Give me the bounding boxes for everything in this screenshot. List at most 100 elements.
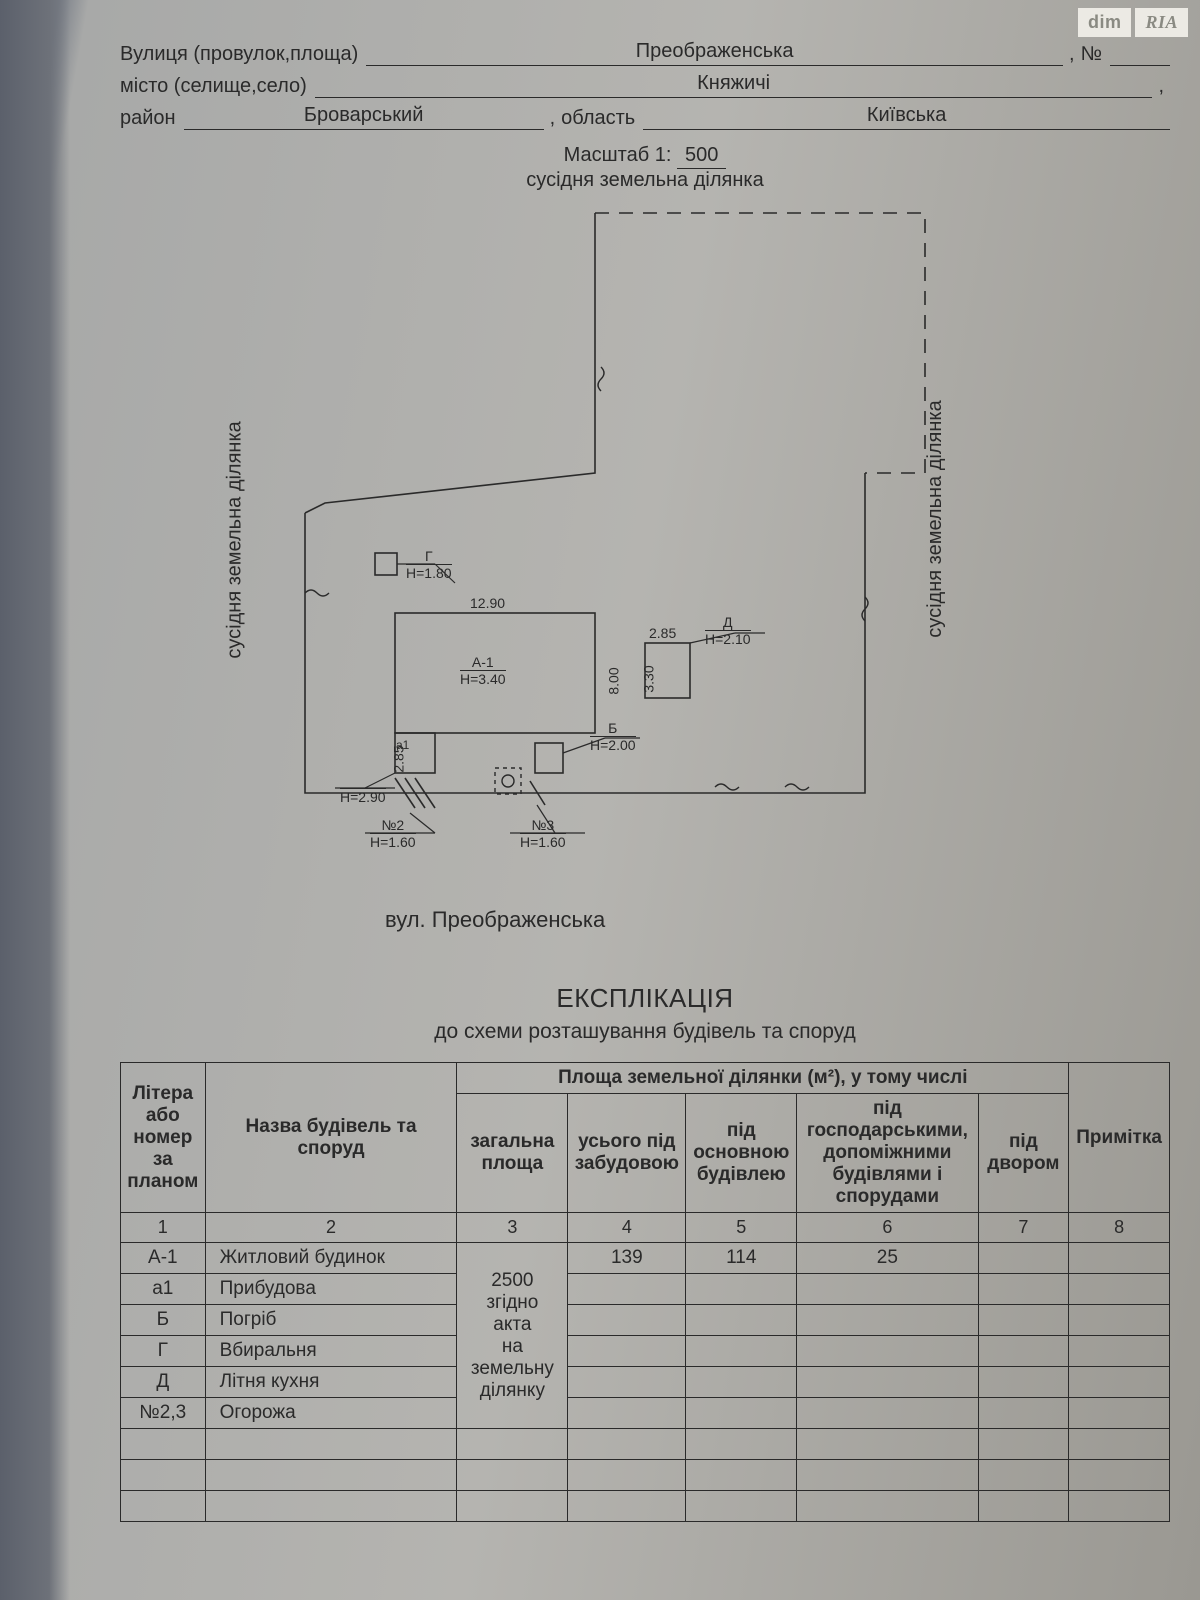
cell-name: Погріб — [205, 1305, 457, 1336]
scale-label: Масштаб 1: — [564, 144, 672, 166]
cell-blank — [205, 1491, 457, 1522]
cell-value — [978, 1305, 1069, 1336]
cell-blank — [568, 1429, 686, 1460]
cell-value — [568, 1398, 686, 1429]
cell-letter: №2,3 — [121, 1398, 206, 1429]
cell-letter: Г — [121, 1336, 206, 1367]
street-value: Преображенська — [366, 40, 1063, 66]
cell-blank — [797, 1429, 978, 1460]
cell-blank — [1069, 1491, 1170, 1522]
cell-value — [568, 1274, 686, 1305]
cell-value — [1069, 1305, 1170, 1336]
table-row-blank — [121, 1460, 1170, 1491]
table-row: №2,3Огорожа — [121, 1398, 1170, 1429]
cell-blank — [686, 1491, 797, 1522]
dim-a1-w: 12.90 — [470, 595, 505, 611]
cell-value — [568, 1336, 686, 1367]
col-note: Примітка — [1069, 1063, 1170, 1213]
dim-d-w: 2.85 — [649, 625, 676, 641]
cell-blank — [686, 1460, 797, 1491]
district-label: район — [120, 107, 176, 130]
col-numbers-row: 1 2 3 4 5 6 7 8 — [121, 1213, 1170, 1243]
fence-breaks — [305, 367, 868, 790]
building-g-rect — [375, 553, 397, 575]
frac-n2: №2Н=1.60 — [370, 818, 416, 850]
header-fields: Вулиця (провулок,площа) Преображенська ,… — [120, 40, 1170, 167]
cell-blank — [797, 1491, 978, 1522]
table-row: ГВбиральня — [121, 1336, 1170, 1367]
neighbor-left: сусідня земельна ділянка — [224, 421, 247, 658]
cell-blank — [797, 1460, 978, 1491]
colnum-4: 4 — [568, 1213, 686, 1243]
cell-blank — [1069, 1460, 1170, 1491]
cell-value — [978, 1336, 1069, 1367]
col-c4: усього під забудовою — [568, 1094, 686, 1213]
cell-letter: а1 — [121, 1274, 206, 1305]
cell-blank — [121, 1460, 206, 1491]
cell-blank — [205, 1460, 457, 1491]
cell-value: 25 — [797, 1243, 978, 1274]
cell-value — [1069, 1336, 1170, 1367]
col-letter: Літера або номер за планом — [121, 1063, 206, 1213]
cell-value — [797, 1274, 978, 1305]
cell-value — [797, 1305, 978, 1336]
cell-value — [978, 1367, 1069, 1398]
colnum-1: 1 — [121, 1213, 206, 1243]
colnum-8: 8 — [1069, 1213, 1170, 1243]
cell-blank — [205, 1429, 457, 1460]
cell-name: Вбиральня — [205, 1336, 457, 1367]
neighbor-right: сусідня земельна ділянка — [924, 400, 947, 637]
letter-a1annex: а1 — [396, 738, 409, 752]
cell-blank — [568, 1460, 686, 1491]
cell-total-area: 2500згідноактаназемельнуділянку — [457, 1243, 568, 1429]
cell-blank — [1069, 1429, 1170, 1460]
cell-blank — [457, 1429, 568, 1460]
street-bottom: вул. Преображенська — [385, 907, 605, 933]
cell-blank — [978, 1460, 1069, 1491]
cell-value: 114 — [686, 1243, 797, 1274]
scale-value: 500 — [677, 144, 726, 169]
cell-value — [568, 1305, 686, 1336]
watermark-ria: RIA — [1135, 8, 1188, 37]
col-c7: під двором — [978, 1094, 1069, 1213]
site-plan: сусідня земельна ділянка сусідня земельн… — [245, 173, 1045, 893]
region-value: Київська — [643, 104, 1170, 130]
building-b-rect — [535, 743, 563, 773]
cell-blank — [121, 1491, 206, 1522]
cell-value — [1069, 1367, 1170, 1398]
cell-blank — [457, 1491, 568, 1522]
colnum-6: 6 — [797, 1213, 978, 1243]
neighbor-top: сусідня земельна ділянка — [526, 169, 763, 192]
dim-d-d: 3.30 — [641, 665, 657, 692]
binding-edge — [0, 0, 70, 1600]
cell-name: Літня кухня — [205, 1367, 457, 1398]
cell-blank — [978, 1491, 1069, 1522]
frac-b: БН=2.00 — [590, 721, 636, 753]
street-label: Вулиця (провулок,площа) — [120, 43, 358, 66]
cell-name: Прибудова — [205, 1274, 457, 1305]
cell-name: Огорожа — [205, 1398, 457, 1429]
explication-subtitle: до схеми розташування будівель та споруд — [120, 1020, 1170, 1044]
boundary-main — [305, 213, 865, 793]
col-name: Назва будівель та споруд — [205, 1063, 457, 1213]
cell-value: 139 — [568, 1243, 686, 1274]
cell-blank — [568, 1491, 686, 1522]
cell-value — [978, 1398, 1069, 1429]
frac-n3: №3Н=1.60 — [520, 818, 566, 850]
table-row-blank — [121, 1429, 1170, 1460]
colnum-7: 7 — [978, 1213, 1069, 1243]
frac-d: ДН=2.10 — [705, 615, 751, 647]
cell-value — [686, 1336, 797, 1367]
document-page: Вулиця (провулок,площа) Преображенська ,… — [70, 0, 1200, 1600]
frac-g: ГН=1.80 — [406, 549, 452, 581]
cell-value — [686, 1398, 797, 1429]
city-value: Княжичі — [315, 72, 1153, 98]
table-row: БПогріб — [121, 1305, 1170, 1336]
num-value — [1110, 42, 1170, 66]
col-c6: під господарськими, допоміжними будівлям… — [797, 1094, 978, 1213]
cell-value — [1069, 1274, 1170, 1305]
col-c5: під основною будівлею — [686, 1094, 797, 1213]
dim-a1-d: 8.00 — [606, 667, 622, 694]
table-row: ДЛітня кухня — [121, 1367, 1170, 1398]
cell-value — [797, 1398, 978, 1429]
